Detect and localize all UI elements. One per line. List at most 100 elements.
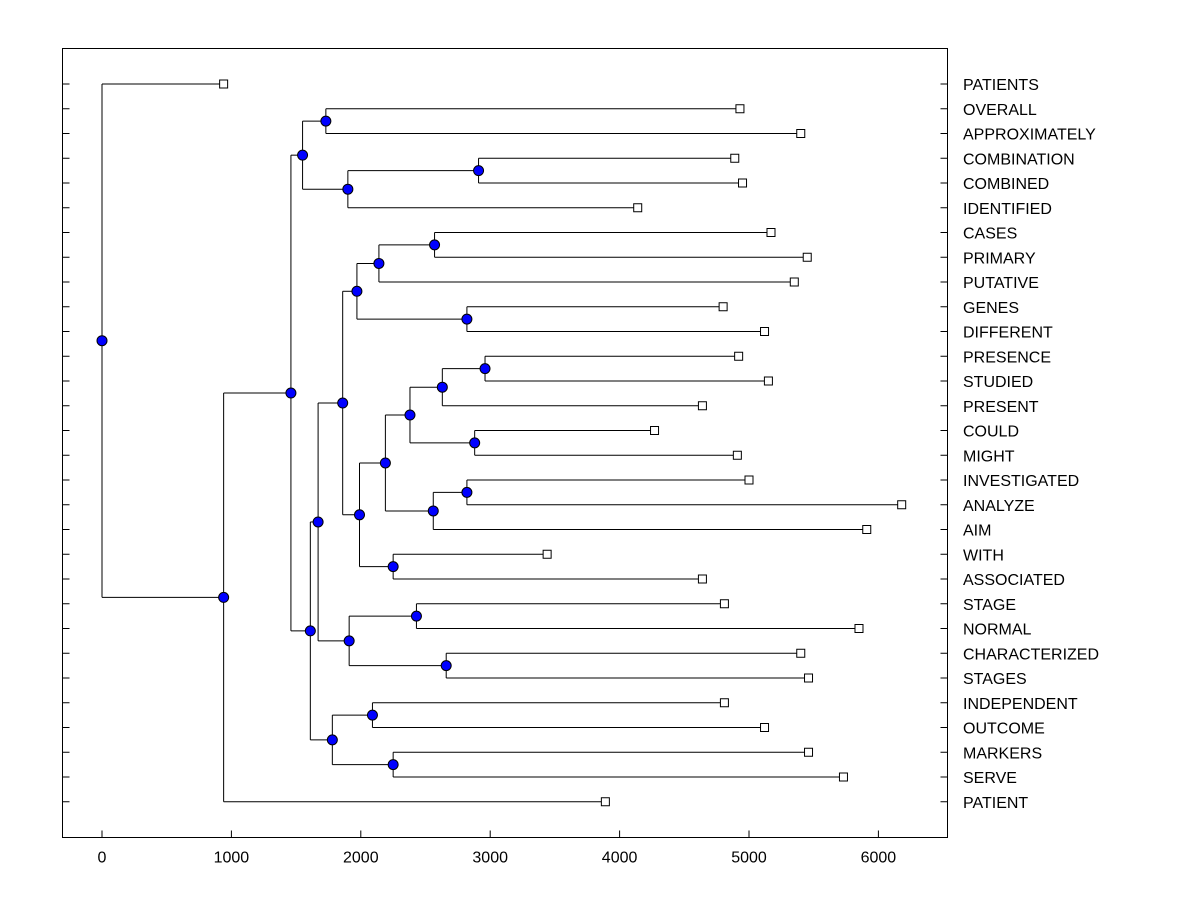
merge-node	[320, 115, 332, 127]
leaf-label: OVERALL	[963, 102, 1037, 119]
merge-node	[469, 437, 481, 449]
leaf-label: CASES	[963, 226, 1017, 243]
leaf-label: ANALYZE	[963, 498, 1035, 515]
merge-node	[337, 397, 349, 409]
merge-node	[312, 516, 324, 528]
merge-node	[304, 625, 316, 637]
leaf-label: GENES	[963, 300, 1019, 317]
leaf-label: INVESTIGATED	[963, 473, 1079, 490]
leaf-label: PUTATIVE	[963, 275, 1039, 292]
leaf-marker	[763, 376, 773, 386]
leaf-label: APPROXIMATELY	[963, 127, 1096, 144]
leaf-label: COMBINATION	[963, 151, 1075, 168]
x-tick-label: 3000	[472, 850, 508, 867]
plot-frame	[62, 48, 948, 838]
leaf-label: STAGE	[963, 597, 1016, 614]
merge-node	[436, 381, 448, 393]
leaf-marker	[862, 525, 872, 534]
x-tick-label: 1000	[214, 850, 250, 867]
merge-node	[326, 734, 338, 746]
leaf-marker	[804, 747, 814, 757]
leaf-marker	[735, 104, 745, 114]
leaf-label: PRIMARY	[963, 250, 1036, 267]
leaf-ticks-group	[62, 83, 948, 803]
x-axis: 0 1000 2000 3000 4000 5000 6000	[98, 830, 897, 867]
leaf-label: PATIENTS	[963, 77, 1039, 94]
leaf-label: SERVE	[963, 770, 1017, 787]
leaf-marker	[697, 574, 707, 584]
branches-group	[101, 83, 902, 803]
leaf-marker	[718, 302, 728, 312]
merge-node	[387, 759, 399, 771]
leaf-marker	[734, 351, 744, 361]
leaf-marker	[802, 252, 812, 262]
leaf-marker	[719, 599, 729, 609]
leaf-label: MIGHT	[963, 448, 1015, 465]
x-tick-label: 5000	[731, 850, 767, 867]
leaf-label: PRESENCE	[963, 349, 1051, 366]
leaf-label: COMBINED	[963, 176, 1049, 193]
merge-node	[404, 409, 416, 421]
merge-node	[354, 509, 366, 521]
leaf-markers-group	[219, 79, 907, 807]
merge-node	[297, 149, 309, 161]
merge-node	[479, 363, 491, 375]
leaf-marker	[760, 327, 770, 336]
leaf-marker	[600, 797, 610, 807]
x-tick-label: 4000	[602, 850, 638, 867]
merge-node	[366, 709, 378, 721]
leaf-label: OUTCOME	[963, 721, 1045, 738]
leaf-marker	[744, 475, 754, 485]
merge-node	[440, 660, 452, 672]
leaf-marker	[738, 178, 748, 188]
leaf-label: INDEPENDENT	[963, 696, 1078, 713]
leaf-marker	[766, 228, 776, 237]
leaf-marker	[897, 500, 907, 510]
merge-node	[218, 591, 230, 603]
merge-node	[343, 635, 355, 647]
leaf-marker	[732, 450, 742, 460]
node-markers-group	[96, 115, 491, 771]
x-tick-label: 2000	[343, 850, 379, 867]
leaf-label: DIFFERENT	[963, 325, 1053, 342]
merge-node	[96, 335, 108, 347]
merge-node	[285, 387, 297, 399]
leaf-labels-group: PATIENTS OVERALL APPROXIMATELY COMBINATION C…	[963, 77, 1099, 812]
leaf-marker	[804, 673, 814, 683]
leaf-marker	[838, 772, 848, 782]
leaf-marker	[650, 426, 660, 435]
leaf-label: ASSOCIATED	[963, 572, 1065, 589]
leaf-label: NORMAL	[963, 622, 1032, 639]
leaf-label: STAGES	[963, 671, 1027, 688]
leaf-label: PRESENT	[963, 399, 1039, 416]
leaf-marker	[219, 79, 229, 89]
leaf-label: WITH	[963, 547, 1004, 564]
leaf-label: MARKERS	[963, 745, 1042, 762]
merge-node	[410, 610, 422, 622]
merge-node	[351, 285, 363, 297]
merge-node	[427, 505, 439, 517]
leaf-marker	[730, 153, 740, 163]
leaf-marker	[542, 549, 552, 559]
x-tick-label: 0	[98, 850, 107, 867]
leaf-marker	[760, 723, 770, 732]
leaf-label: STUDIED	[963, 374, 1033, 391]
x-tick-label: 6000	[861, 850, 897, 867]
leaf-marker	[633, 203, 643, 213]
merge-node	[373, 257, 385, 269]
merge-node	[342, 183, 354, 195]
leaf-marker	[796, 648, 806, 658]
merge-node	[473, 165, 485, 177]
leaf-label: IDENTIFIED	[963, 201, 1052, 218]
leaf-label: COULD	[963, 424, 1019, 441]
leaf-label: AIM	[963, 523, 991, 540]
merge-node	[461, 313, 473, 325]
leaf-label: CHARACTERIZED	[963, 646, 1099, 663]
merge-node	[461, 486, 473, 498]
leaf-marker	[789, 277, 799, 287]
leaf-marker	[854, 624, 864, 633]
merge-node	[429, 239, 441, 251]
leaf-marker	[697, 401, 707, 411]
leaf-marker	[796, 129, 806, 138]
